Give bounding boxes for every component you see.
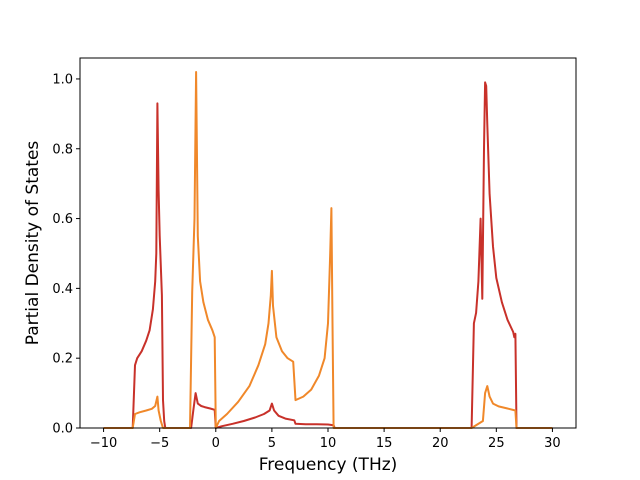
y-tick-label: 0.2 [52,352,73,367]
x-tick-label: −5 [150,436,169,451]
y-axis: 0.0 0.2 0.4 0.6 0.8 1.0 [52,72,80,437]
x-tick-label: −10 [90,436,117,451]
series-line-1 [103,81,553,429]
series-layer [103,71,553,429]
x-tick-label: 25 [488,436,505,451]
y-tick-label: 0.6 [52,212,73,227]
x-tick-label: 20 [432,436,449,451]
x-tick-label: 10 [320,436,337,451]
y-tick-label: 0.4 [52,282,73,297]
y-tick-label: 1.0 [52,72,73,87]
y-tick-label: 0.0 [52,422,73,437]
x-axis: −10 −5 0 5 10 15 20 25 30 [90,428,561,451]
y-axis-label: Partial Density of States [23,141,43,346]
x-tick-label: 30 [544,436,561,451]
x-tick-label: 0 [212,436,220,451]
x-tick-label: 15 [376,436,393,451]
x-axis-label: Frequency (THz) [259,455,398,475]
y-tick-label: 0.8 [52,142,73,157]
x-tick-label: 5 [268,436,276,451]
series-line-2 [103,71,553,429]
